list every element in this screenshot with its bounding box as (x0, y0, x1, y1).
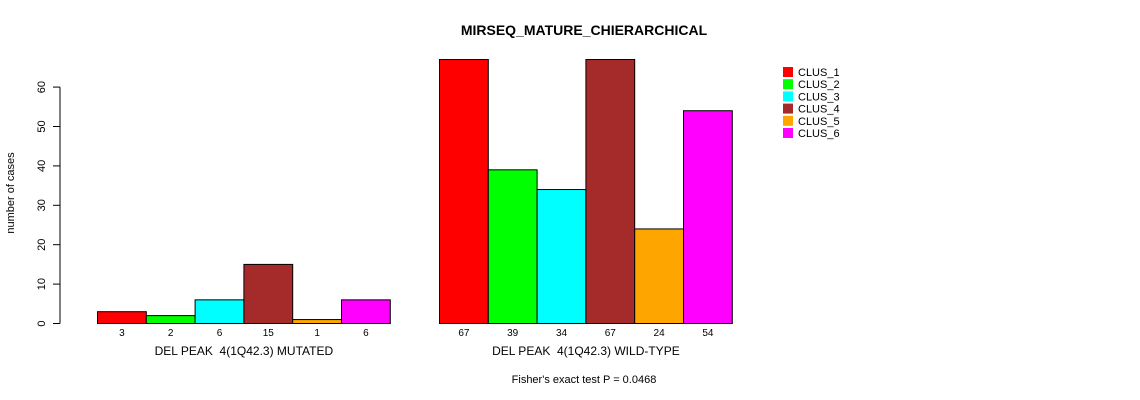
legend-label-clus-5: CLUS_5 (798, 116, 840, 128)
bar-count-label: 6 (363, 328, 369, 339)
y-tick-label: 60 (36, 81, 48, 93)
legend-label-clus-1: CLUS_1 (798, 67, 840, 79)
y-tick-label: 50 (36, 120, 48, 132)
legend-swatch-clus-2 (783, 79, 793, 90)
bar-clus-6-group-2 (683, 110, 733, 324)
bar-count-label: 54 (702, 328, 714, 339)
bar-count-label: 3 (119, 328, 125, 339)
count-labels: 3 2 6 15 1 6 67 39 34 67 24 54 (119, 328, 714, 339)
bar-clus-4-group-1 (243, 263, 294, 324)
bar-clus-3-group-2 (536, 189, 587, 324)
bar-clus-6-group-1 (341, 299, 391, 325)
bar-clus-3-group-1 (194, 299, 245, 325)
chart-title: MIRSEQ_MATURE_CHIERARCHICAL (461, 22, 708, 38)
legend-label-clus-3: CLUS_3 (798, 91, 840, 103)
bar-count-label: 1 (314, 328, 320, 339)
group-label-2: DEL PEAK 4(1Q42.3) WILD-TYPE (492, 344, 680, 358)
bar-count-label: 34 (556, 328, 568, 339)
legend-label-clus-2: CLUS_2 (798, 79, 840, 91)
group-labels: DEL PEAK 4(1Q42.3) MUTATED DEL PEAK 4(1Q4… (155, 344, 680, 358)
bar-count-label: 15 (263, 328, 275, 339)
bar-clus-5-group-1 (292, 319, 343, 324)
bar-count-label: 6 (217, 328, 223, 339)
y-axis-label: number of cases (5, 152, 17, 234)
bar-count-label: 67 (458, 328, 470, 339)
legend-label-clus-4: CLUS_4 (798, 104, 840, 116)
bar-clus-1-group-1 (97, 311, 147, 325)
bar-count-label: 67 (605, 328, 617, 339)
legend-swatch-clus-1 (783, 67, 793, 77)
legend-swatch-clus-5 (783, 115, 793, 126)
legend-swatch-clus-3 (783, 91, 793, 102)
y-tick-label: 0 (36, 320, 48, 326)
y-tick-label: 10 (36, 278, 48, 290)
bar-count-label: 24 (654, 328, 666, 339)
y-tick-label: 40 (36, 160, 48, 172)
y-tick-label: 20 (36, 239, 48, 251)
bar-clus-2-group-1 (145, 315, 196, 325)
y-axis: 0 10 20 30 40 50 60 (36, 81, 61, 327)
fisher-test-footnote: Fisher's exact test P = 0.0468 (512, 374, 657, 386)
bar-clus-4-group-2 (585, 59, 636, 324)
bars (97, 59, 733, 325)
bar-clus-2-group-2 (487, 169, 538, 324)
legend-swatch-clus-4 (783, 103, 793, 114)
legend-label-clus-6: CLUS_6 (798, 128, 840, 140)
bar-count-label: 2 (168, 328, 174, 339)
bar-clus-1-group-2 (439, 59, 489, 324)
legend-swatch-clus-6 (783, 128, 793, 138)
group-label-1: DEL PEAK 4(1Q42.3) MUTATED (155, 344, 334, 358)
bar-count-label: 39 (507, 328, 519, 339)
y-tick-label: 30 (36, 199, 48, 211)
bar-clus-5-group-2 (634, 228, 685, 324)
